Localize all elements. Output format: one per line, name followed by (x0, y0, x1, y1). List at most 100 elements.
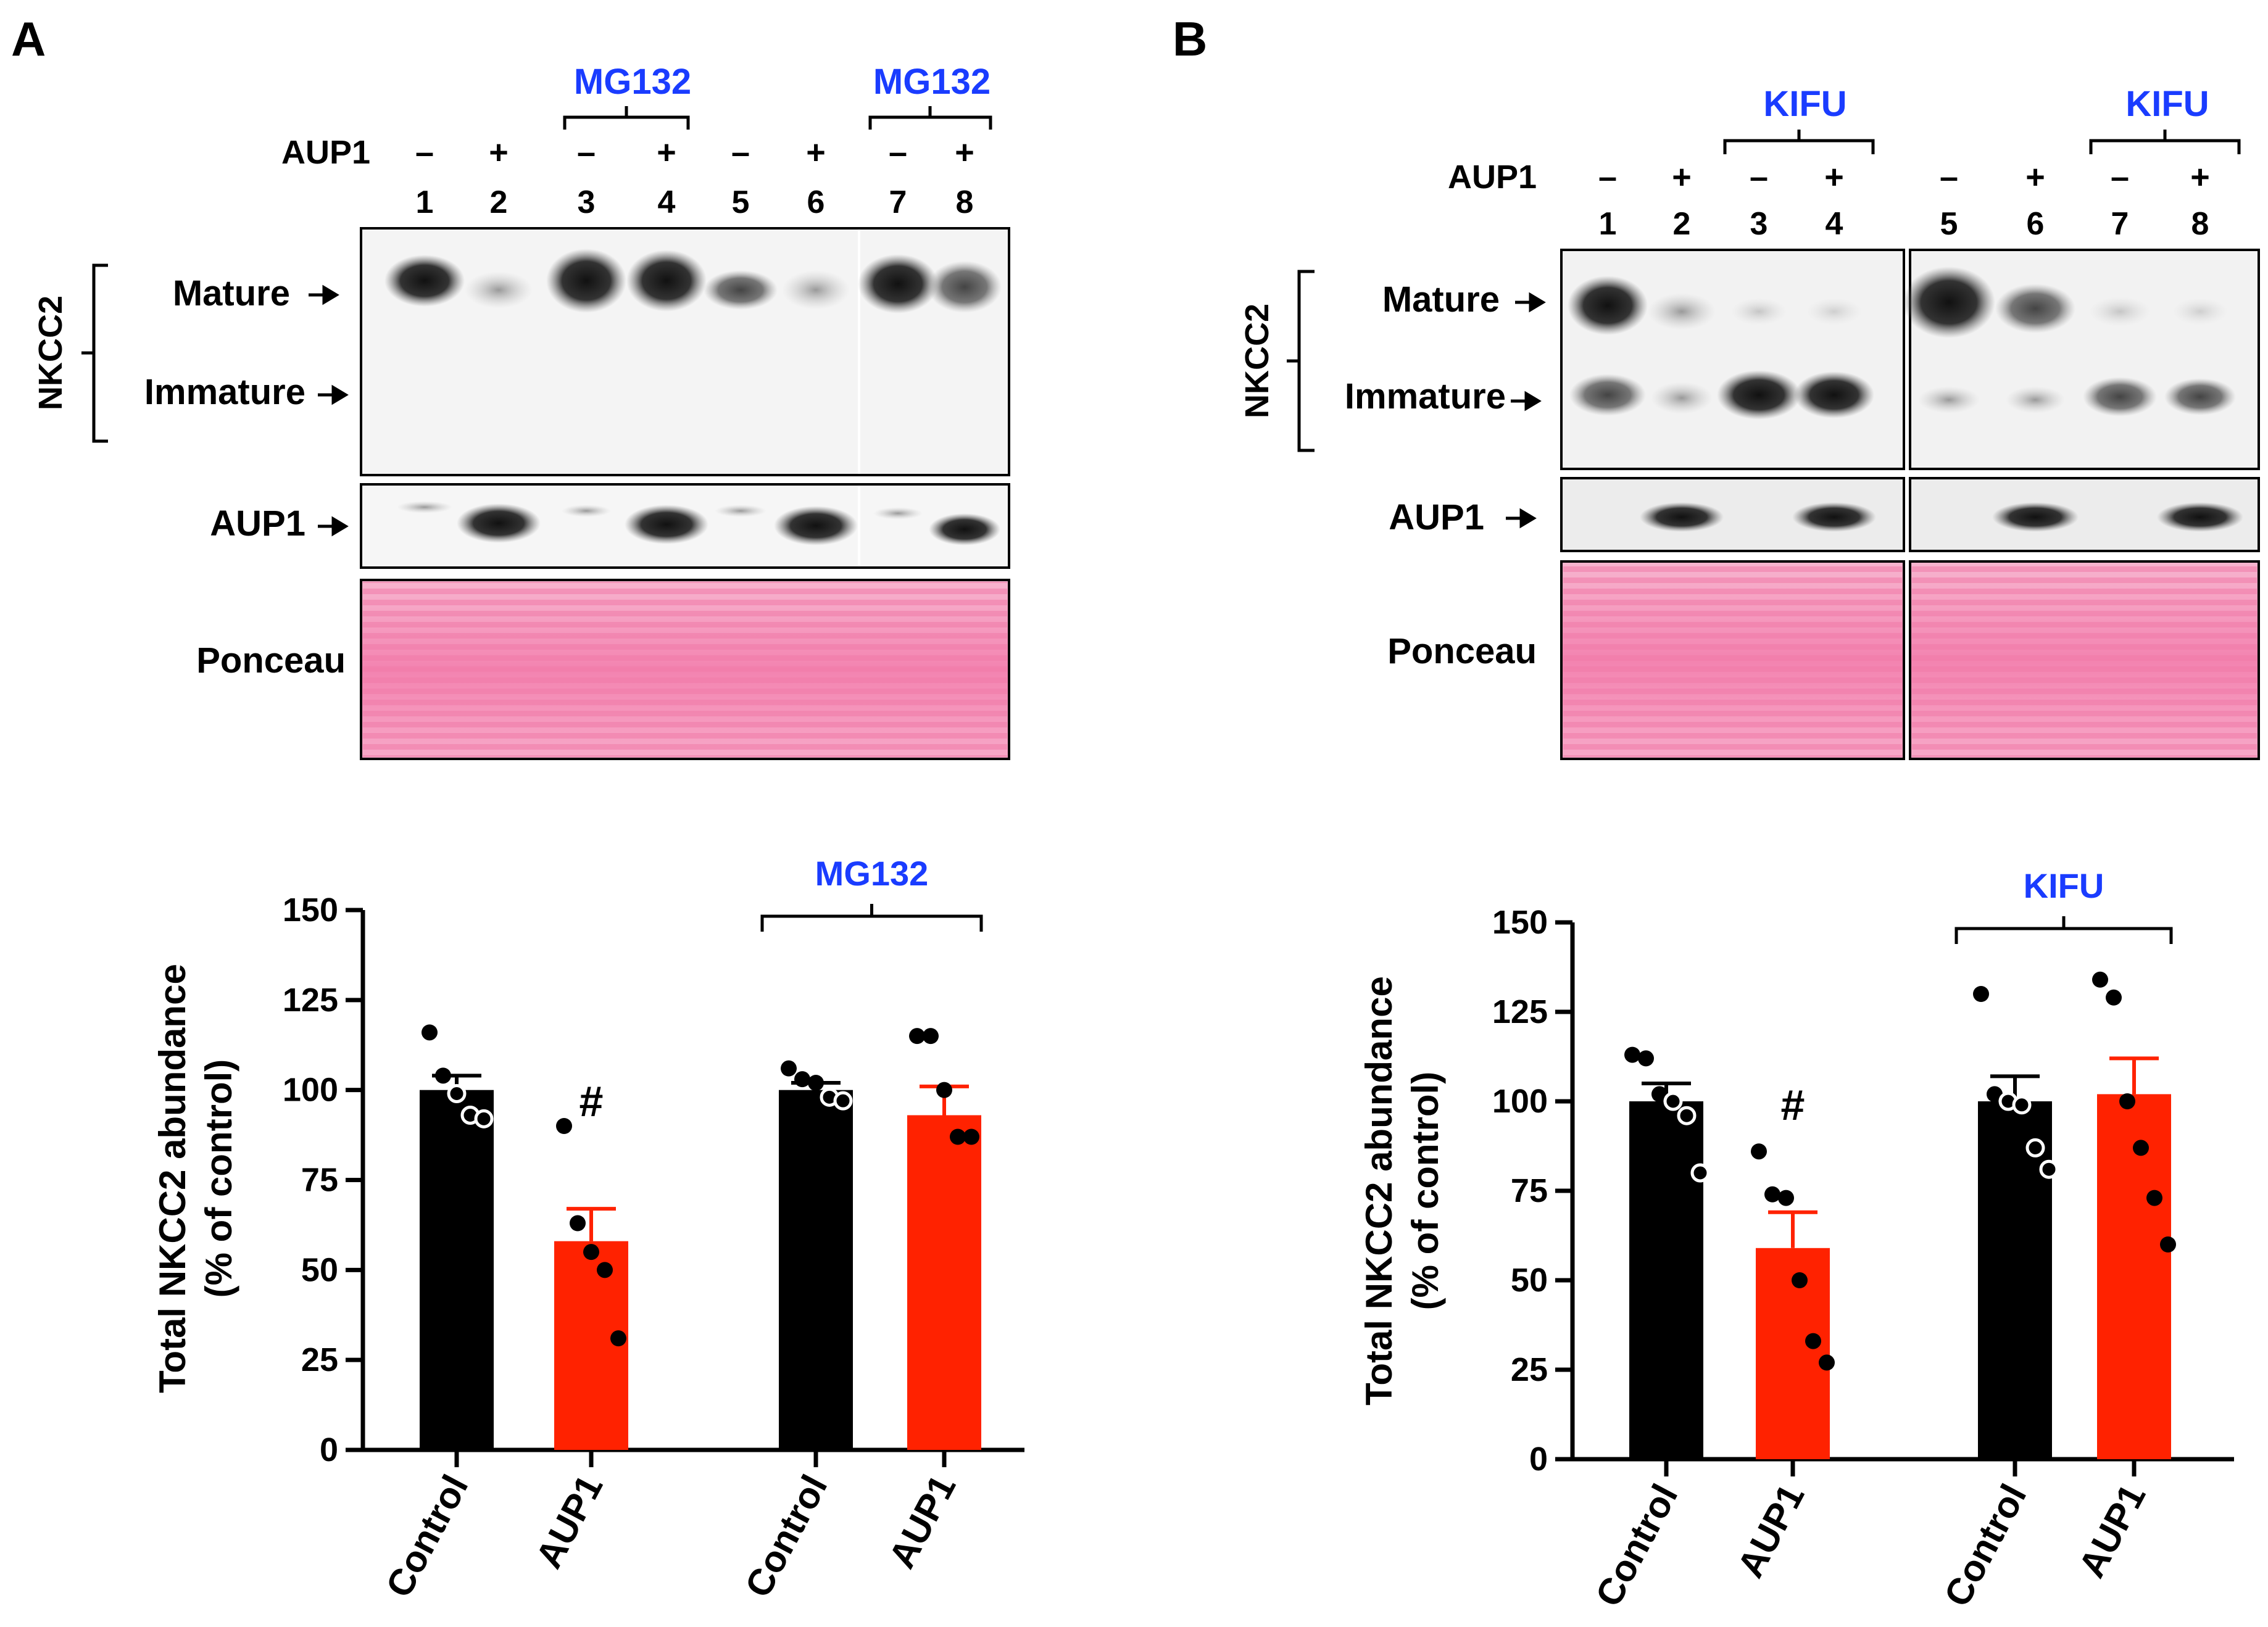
chart-a: 0 25 50 75 100 125 150 Total NKCC2 abundance (% … (152, 854, 1024, 1604)
sign: – (889, 134, 907, 171)
data-point (2106, 989, 2122, 1006)
sign: + (1672, 159, 1692, 196)
sign: + (2190, 159, 2210, 196)
group-bracket (760, 904, 983, 932)
data-point (447, 1084, 467, 1103)
band (2172, 298, 2228, 325)
data-point (909, 1028, 925, 1045)
x-tick-label: AUP1 (528, 1468, 610, 1575)
panel-b-immature-bands (1569, 370, 2236, 420)
band (1569, 374, 1646, 416)
bar (907, 1115, 981, 1450)
sign: + (955, 134, 974, 171)
data-point (1805, 1333, 1821, 1349)
y-tick-label: 75 (301, 1162, 338, 1199)
sign: + (657, 134, 676, 171)
panel-a-aup1-arrow (318, 516, 349, 537)
band (1992, 502, 2079, 532)
band (2089, 297, 2151, 326)
bar (420, 1090, 494, 1450)
y-axis-label: Total NKCC2 abundance (152, 964, 193, 1393)
y-tick-label: 0 (1529, 1441, 1548, 1478)
y-tick-label: 0 (320, 1431, 338, 1468)
data-point (1973, 986, 1989, 1002)
band (384, 255, 465, 307)
x-tick-label: AUP1 (1729, 1478, 1812, 1584)
band (1903, 267, 1995, 338)
lane-number: 4 (658, 184, 676, 220)
sign: + (489, 134, 509, 171)
data-point (2012, 1095, 2032, 1115)
band (1806, 298, 1862, 325)
band (704, 270, 778, 310)
y-tick-label: 50 (301, 1251, 338, 1288)
data-point (2092, 971, 2108, 988)
band (1794, 371, 1874, 418)
data-point (597, 1262, 613, 1278)
lane-number: 7 (2111, 206, 2129, 242)
band (465, 271, 533, 308)
lane-number: 1 (1599, 206, 1617, 242)
panel-a-mature-arrow (309, 284, 339, 305)
band (457, 503, 541, 543)
band (2157, 502, 2243, 532)
bar (2097, 1094, 2171, 1459)
panel-a-treatment-bracket-1 (563, 106, 690, 130)
chart-b: 0 25 50 75 100 125 150 Total NKCC2 abundance (% … (1358, 866, 2234, 1613)
data-point (1764, 1186, 1780, 1203)
bar (779, 1090, 853, 1450)
data-point (474, 1109, 494, 1128)
y-tick-label: 125 (1492, 993, 1548, 1030)
data-point (963, 1128, 979, 1145)
panel-b-mature-label: Mature (1382, 279, 1500, 320)
x-tick-label: Control (737, 1468, 835, 1604)
panel-a-lane-numbers: 1 2 3 4 5 6 7 8 (416, 184, 974, 220)
band (715, 505, 766, 517)
y-tick-label: 25 (301, 1341, 338, 1378)
x-tick-label: AUP1 (881, 1468, 963, 1575)
panel-a-treatment-label-2: MG132 (873, 62, 991, 102)
panel-a-aup1-row-label: AUP1 (281, 134, 370, 171)
panel-b-aup1-row-label: AUP1 (1448, 159, 1537, 196)
data-point (950, 1128, 966, 1145)
data-point (2025, 1138, 2045, 1157)
lane-number: 2 (1673, 206, 1691, 242)
panel-a-nkcc2-label: NKCC2 (32, 296, 69, 410)
band (1651, 382, 1713, 414)
panel-a-ponceau-label: Ponceau (196, 640, 346, 681)
bar (1978, 1101, 2052, 1459)
data-point (2119, 1093, 2135, 1109)
band (1995, 284, 2075, 333)
data-point (556, 1118, 572, 1134)
panel-b-signs: – + – + – + – + (1598, 159, 2210, 196)
lane-number: 8 (956, 184, 974, 220)
data-point (1651, 1086, 1668, 1103)
band (1731, 298, 1787, 325)
y-tick-label: 25 (1511, 1351, 1548, 1388)
panel-a-mature-bands (384, 249, 1002, 313)
y-tick-label: 50 (1511, 1262, 1548, 1299)
lane-number: 7 (889, 184, 907, 220)
data-point (2039, 1159, 2059, 1179)
panel-b-immature-label: Immature (1345, 376, 1506, 416)
lane-number: 8 (2191, 206, 2209, 242)
data-point (923, 1028, 939, 1045)
band (625, 505, 708, 544)
panel-b-aup1-blot-label: AUP1 (1389, 497, 1484, 537)
data-point (1624, 1046, 1640, 1063)
data-point (1819, 1354, 1835, 1371)
sign: – (1750, 159, 1768, 196)
band (928, 261, 1002, 313)
data-point (1778, 1190, 1794, 1206)
band (2083, 377, 2157, 416)
panel-b-treatment-bracket-1 (1723, 130, 1875, 154)
y-axis-label: Total NKCC2 abundance (1358, 976, 1400, 1406)
band (873, 507, 923, 520)
lane-number: 2 (490, 184, 508, 220)
panel-b-treatment-label-2: KIFU (2125, 84, 2209, 124)
band (1640, 502, 1724, 532)
data-point (1663, 1091, 1683, 1111)
lane-number: 6 (2027, 206, 2045, 242)
panel-b-mature-bands (1568, 267, 2228, 338)
